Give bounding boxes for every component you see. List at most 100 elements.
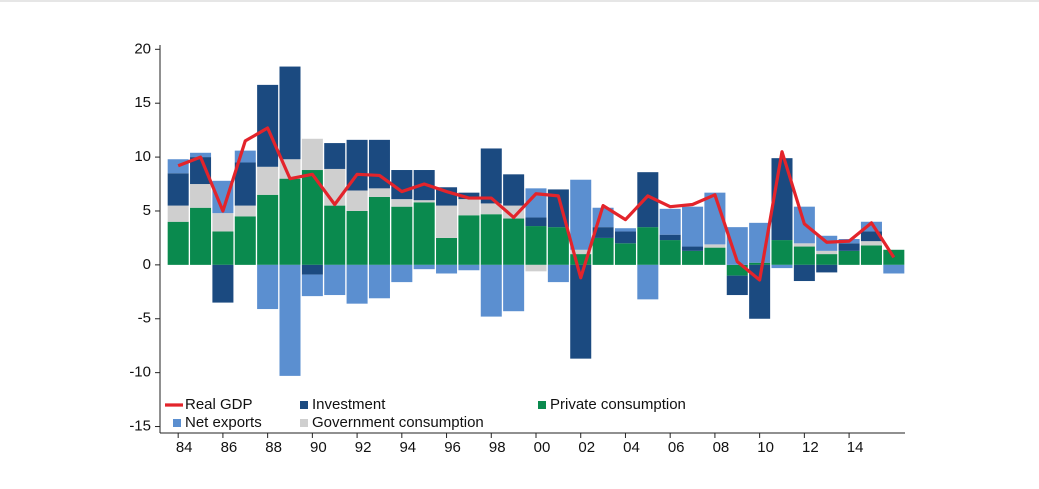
y-tick-label: 10 — [134, 148, 151, 165]
bar-segment — [458, 192, 480, 200]
bar-segment — [570, 179, 592, 250]
bar-segment — [704, 244, 726, 248]
bar-segment — [682, 250, 704, 265]
y-tick-label: 20 — [134, 40, 151, 57]
bar-segment — [391, 206, 413, 265]
bar-segment — [614, 228, 636, 232]
bar-segment — [324, 143, 346, 169]
bar-segment — [167, 205, 189, 222]
legend-swatch — [300, 401, 308, 409]
bar-segment — [212, 180, 234, 214]
bar-segment — [547, 264, 569, 283]
bar-segment — [726, 227, 748, 265]
bar-segment — [682, 206, 704, 247]
bar-segment — [413, 264, 435, 270]
bar-segment — [391, 264, 413, 283]
bar-segment — [793, 246, 815, 265]
bar-segment — [391, 199, 413, 207]
bar-segment — [279, 264, 301, 376]
bar-segment — [257, 166, 279, 195]
bar-segment — [167, 173, 189, 206]
bar-segment — [279, 66, 301, 160]
bar-segment — [726, 275, 748, 296]
x-tick-label: 10 — [757, 439, 774, 456]
bar-segment — [659, 240, 681, 265]
x-tick-label: 88 — [265, 439, 282, 456]
y-tick-label: 15 — [134, 94, 151, 111]
x-tick-label: 90 — [310, 439, 327, 456]
bar-segment — [570, 264, 592, 359]
bar-segment — [301, 264, 323, 275]
y-tick-label: 5 — [143, 202, 151, 219]
bar-segment — [346, 264, 368, 304]
y-tick-label: -10 — [129, 364, 151, 381]
bar-segment — [503, 264, 525, 312]
legend-label: Net exports — [185, 414, 262, 431]
bar-segment — [257, 194, 279, 265]
bar-segment — [525, 264, 547, 272]
legend-label: Real GDP — [185, 396, 253, 413]
gdp-line — [177, 126, 896, 282]
x-tick-label: 94 — [399, 439, 416, 456]
bar-segment — [816, 254, 838, 265]
x-tick-label: 84 — [176, 439, 193, 456]
bar-segment — [480, 203, 502, 215]
bar-segment — [458, 215, 480, 265]
y-tick-label: -5 — [138, 310, 151, 327]
x-tick-label: 12 — [802, 439, 819, 456]
legend-label: Private consumption — [550, 396, 686, 413]
bar-segment — [346, 190, 368, 211]
bar-segment — [346, 210, 368, 265]
bar-segment — [234, 162, 256, 206]
bar-segment — [190, 152, 212, 158]
bar-segment — [771, 240, 793, 265]
bar-segment — [704, 247, 726, 265]
bar-segment — [547, 227, 569, 265]
bar-segment — [279, 178, 301, 265]
bar-segment — [838, 243, 860, 251]
bar-segment — [234, 205, 256, 217]
bar-segment — [234, 150, 256, 163]
bar-segment — [614, 243, 636, 265]
bar-segment — [682, 246, 704, 251]
bar-segment — [637, 227, 659, 265]
bar-segment — [436, 237, 458, 265]
x-tick-label: 02 — [578, 439, 595, 456]
bar-segment — [480, 148, 502, 204]
x-tick-label: 08 — [713, 439, 730, 456]
axes: -15 -10 -5 0 5 10 15 20 84 86 88 90 92 94 96 98 00 02 04 06… — [129, 40, 905, 456]
bar-segment — [860, 245, 882, 265]
bar-segment — [324, 168, 346, 206]
bar-segment — [257, 264, 279, 310]
bar-segment — [436, 264, 458, 274]
bar-segment — [525, 217, 547, 227]
bar-segment — [368, 188, 390, 197]
legend-swatch — [173, 419, 181, 427]
legend-label: Investment — [312, 396, 386, 413]
bar-segment — [503, 218, 525, 265]
bars — [167, 66, 905, 376]
bar-segment — [413, 202, 435, 265]
bar-segment — [637, 264, 659, 300]
bar-segment — [659, 208, 681, 235]
x-tick-label: 96 — [444, 439, 461, 456]
bar-segment — [816, 264, 838, 273]
x-tick-label: 92 — [355, 439, 372, 456]
bar-segment — [234, 216, 256, 265]
bar-segment — [368, 196, 390, 265]
bar-segment — [883, 264, 905, 274]
bar-segment — [480, 214, 502, 265]
bar-segment — [637, 172, 659, 228]
x-tick-label: 00 — [534, 439, 551, 456]
bar-segment — [860, 221, 882, 232]
bar-segment — [503, 205, 525, 219]
bar-segment — [346, 139, 368, 191]
bar-segment — [368, 264, 390, 299]
bar-segment — [570, 254, 592, 265]
bar-segment — [749, 264, 771, 319]
bar-segment — [726, 264, 748, 276]
bar-segment — [257, 84, 279, 167]
bar-segment — [614, 231, 636, 244]
bar-segment — [771, 264, 793, 269]
